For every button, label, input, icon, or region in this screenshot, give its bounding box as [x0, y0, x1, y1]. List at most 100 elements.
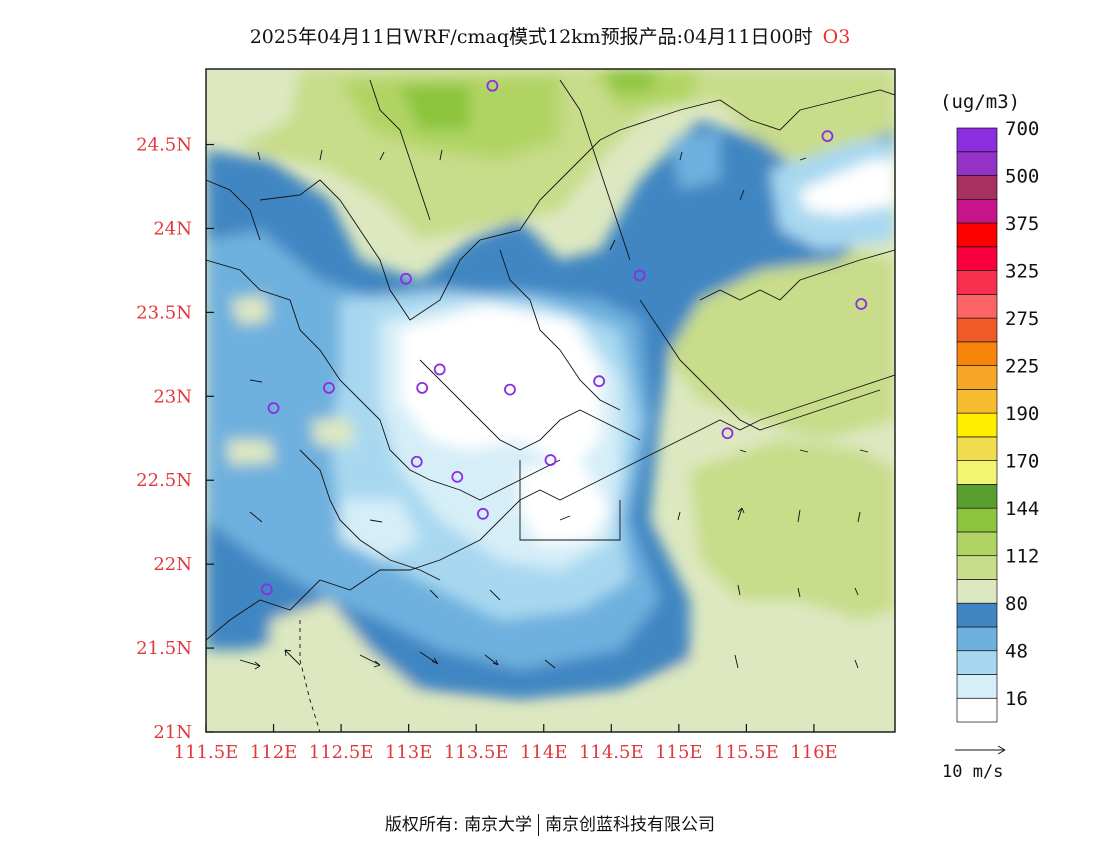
field-green-west-pocket-3 — [226, 440, 275, 465]
title-text: 2025年04月11日WRF/cmaq模式12km预报产品:04月11日00时 — [249, 26, 813, 48]
colorbar-bin — [956, 674, 998, 699]
district-boundary-2 — [419, 359, 641, 451]
colorbar-label: 275 — [1005, 308, 1039, 330]
colorbar-label: 500 — [1005, 166, 1039, 188]
colorbar-bin — [956, 293, 998, 319]
wind-vectors — [239, 149, 869, 670]
wind-arrow — [677, 511, 681, 521]
sar-boundary — [519, 460, 621, 541]
wind-arrow — [489, 589, 501, 601]
x-tick-label: 112E — [250, 742, 298, 763]
wind-arrow — [857, 511, 861, 523]
colorbar-bin — [956, 460, 998, 485]
district-boundary-6 — [699, 249, 895, 301]
wind-arrow — [859, 449, 869, 453]
wind-arrow — [484, 654, 499, 666]
wind-arrow — [239, 659, 261, 670]
colorbar-bin — [956, 531, 998, 557]
district-boundary-4 — [499, 249, 621, 411]
copyright-separator — [538, 814, 540, 836]
x-tick-label: 116E — [790, 742, 838, 763]
field-white-core — [400, 305, 600, 470]
site-marker — [323, 382, 335, 394]
wind-arrow — [799, 449, 809, 453]
wind-arrow — [369, 519, 383, 523]
province-boundary — [259, 89, 895, 321]
field-green-west-pocket-2 — [312, 418, 355, 445]
field-green-peak — [400, 85, 470, 130]
admin-boundaries — [206, 79, 895, 732]
colorbar-bin — [956, 484, 998, 509]
colorbar: 16 48 80 112 144 170 190 225 275 325 375 500 700 — [956, 118, 1039, 723]
site-marker — [721, 427, 734, 440]
x-tick-label: 113.5E — [444, 742, 509, 763]
field-white-core-south — [520, 460, 610, 545]
colorbar-bin — [956, 341, 998, 366]
colorbar-bin — [956, 151, 998, 176]
colorbar-bin — [956, 579, 998, 604]
colorbar-bin — [956, 198, 998, 224]
wind-arrow — [559, 515, 571, 521]
colorbar-label: 144 — [1005, 498, 1039, 520]
colorbar-bin — [956, 175, 998, 200]
wind-arrow — [249, 511, 263, 523]
field-green-southeast — [690, 440, 895, 620]
concentration-field — [206, 69, 895, 732]
x-tick-label: 115.5E — [714, 742, 779, 763]
wind-arrow — [797, 509, 801, 523]
wind-arrow — [734, 654, 739, 669]
colorbar-bin — [956, 436, 998, 461]
colorbar-bin — [956, 626, 998, 652]
colorbar-bin — [956, 246, 998, 271]
unit-label: (ug/m3) — [940, 91, 1020, 113]
x-tick-label: 113E — [385, 742, 433, 763]
y-tick-label: 21N — [153, 722, 192, 743]
field-pale-sw — [340, 500, 420, 560]
site-marker — [633, 269, 646, 282]
wind-arrow — [679, 151, 683, 161]
wind-arrow — [609, 239, 616, 251]
copyright-footer: 版权所有: 南京大学 南京创蓝科技有限公司 — [0, 810, 1100, 836]
wind-arrow — [439, 149, 443, 161]
site-marker — [410, 455, 423, 468]
wind-arrow — [739, 449, 747, 453]
colorbar-bin — [956, 602, 998, 628]
y-tick-label: 21.5N — [136, 638, 192, 659]
district-boundary-8 — [369, 79, 431, 221]
field-white-ne — [800, 160, 895, 215]
y-axis: 21N 21.5N 22N 22.5N 23N 23.5N 24N 24.5N — [136, 135, 214, 743]
wind-arrow — [257, 151, 261, 161]
map-title: 2025年04月11日WRF/cmaq模式12km预报产品:04月11日00时 O… — [0, 22, 1100, 49]
site-marker — [416, 382, 429, 394]
field-green-topright-dark — [605, 70, 660, 92]
wind-arrow — [359, 654, 381, 668]
wind-arrow — [249, 379, 263, 383]
y-tick-label: 23N — [153, 386, 192, 407]
site-marker — [855, 298, 868, 310]
site-marker — [477, 507, 489, 520]
colorbar-label: 375 — [1005, 213, 1039, 235]
vector-scale: 10 m/s — [942, 745, 1006, 782]
field-green-west-pocket — [230, 295, 270, 325]
site-marker — [267, 402, 280, 414]
wind-arrow — [739, 189, 745, 201]
district-boundary-3 — [639, 299, 881, 431]
site-marker — [486, 79, 499, 92]
colorbar-label: 190 — [1005, 403, 1039, 425]
colorbar-label: 325 — [1005, 261, 1039, 283]
island-boundary — [299, 620, 321, 732]
x-tick-label: 115E — [655, 742, 703, 763]
copyright-prefix: 版权所有: — [384, 815, 459, 835]
y-tick-label: 24.5N — [136, 135, 192, 156]
site-marker — [821, 130, 834, 143]
site-marker — [504, 383, 516, 396]
district-boundary-9 — [206, 179, 261, 241]
y-tick-label: 23.5N — [136, 302, 192, 323]
colorbar-bin — [956, 270, 998, 295]
colorbar-label: 48 — [1005, 641, 1028, 663]
wind-arrow — [737, 507, 745, 521]
wind-arrow — [799, 157, 807, 161]
x-axis: 111.5E 112E 112.5E 113E 113.5E 114E 114.5E 115E… — [174, 724, 838, 763]
colorbar-bin — [956, 412, 998, 438]
